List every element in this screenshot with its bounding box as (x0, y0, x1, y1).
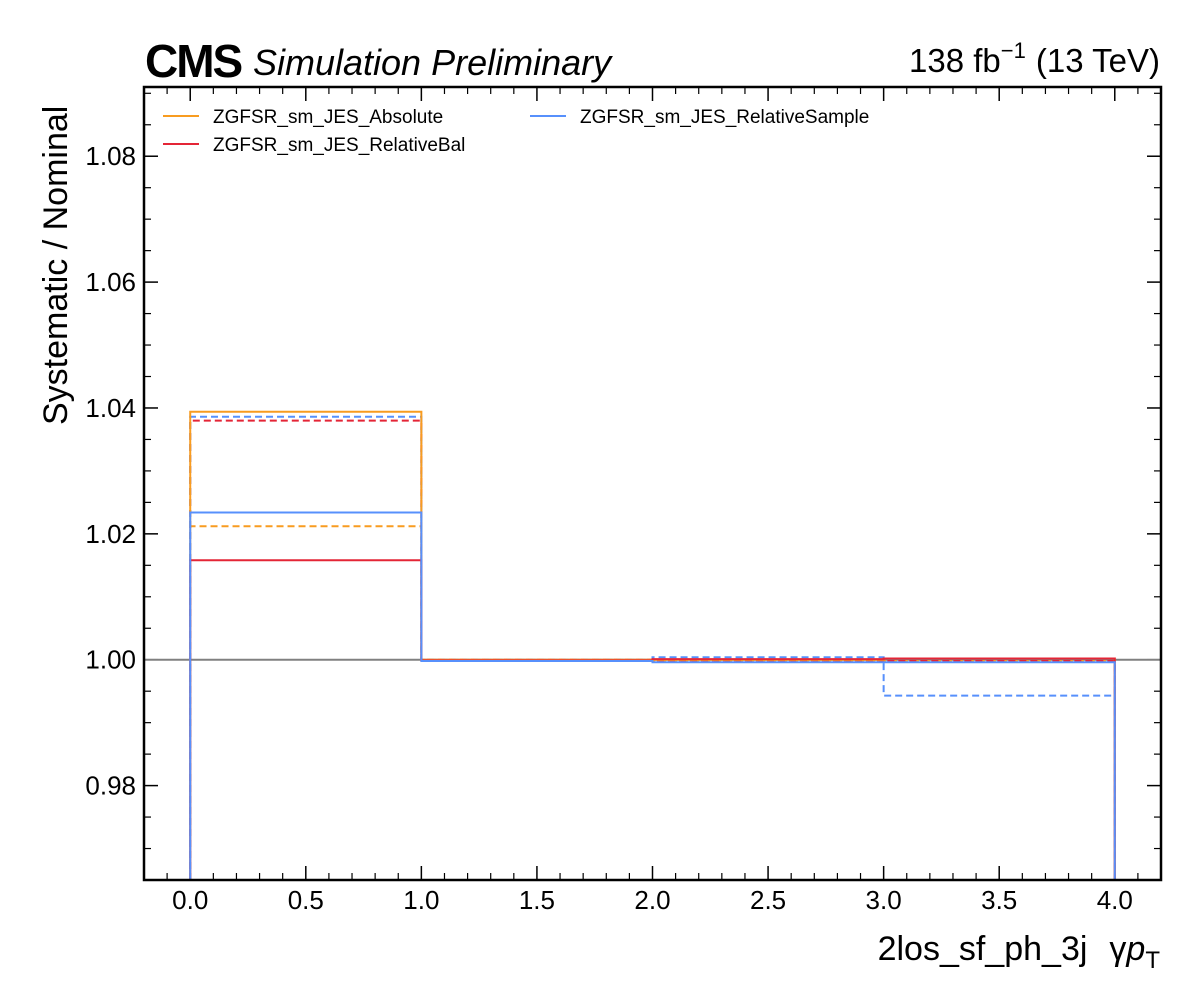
x-tick-label: 1.5 (519, 885, 555, 915)
x-axis-label-main: 2los_sf_ph_3j (878, 930, 1088, 968)
x-tick-labels: 0.0 0.5 1.0 1.5 2.0 2.5 3.0 3.5 4.0 (172, 885, 1133, 915)
major-ticks (144, 87, 1161, 880)
series-line-up (189, 410, 1116, 880)
y-tick-label: 1.08 (85, 141, 136, 171)
y-tick-label: 1.06 (85, 267, 136, 297)
legend-label: ZGFSR_sm_JES_RelativeSample (580, 107, 869, 128)
x-tick-label: 0.0 (172, 885, 208, 915)
lumi-label: 138 fb−1 (13 TeV) (909, 38, 1160, 79)
minor-ticks (143, 87, 1162, 881)
x-axis-label: 2los_sf_ph_3j γpT (878, 930, 1161, 974)
lumi-value: 138 fb (909, 42, 1001, 79)
energy-label: (13 TeV) (1036, 42, 1160, 79)
x-axis-label-sub: T (1145, 947, 1160, 974)
y-tick-label: 0.98 (85, 771, 136, 801)
status-label: Simulation Preliminary (253, 42, 613, 83)
y-tick-label: 1.02 (85, 519, 136, 549)
y-tick-label: 1.04 (85, 393, 136, 423)
x-tick-label: 0.5 (288, 885, 324, 915)
experiment-label: CMS (145, 35, 242, 87)
legend-label: ZGFSR_sm_JES_Absolute (213, 107, 443, 128)
y-tick-labels: 0.98 1.00 1.02 1.04 1.06 1.08 (85, 141, 136, 800)
legend-label: ZGFSR_sm_JES_RelativeBal (213, 135, 465, 156)
y-tick-label: 1.00 (85, 645, 136, 675)
series-line-down (189, 419, 1116, 880)
series-line-down (189, 525, 1116, 880)
y-axis-label: Systematic / Nominal (37, 106, 75, 425)
x-tick-label: 3.0 (866, 885, 902, 915)
x-axis-label-gamma: γ (1109, 930, 1126, 968)
x-axis-label-p: p (1125, 930, 1145, 968)
series-line-up (189, 559, 1116, 880)
lumi-exponent: −1 (1001, 38, 1026, 63)
series-line-up (189, 511, 1116, 880)
x-tick-label: 2.0 (634, 885, 670, 915)
x-tick-label: 4.0 (1097, 885, 1133, 915)
x-tick-label: 1.0 (403, 885, 439, 915)
x-tick-label: 3.5 (981, 885, 1017, 915)
plot-frame (142, 85, 1163, 882)
series-line-down (189, 415, 1116, 880)
series-layer (189, 410, 1116, 880)
legend: ZGFSR_sm_JES_Absolute ZGFSR_sm_JES_Relati… (163, 107, 869, 156)
x-tick-label: 2.5 (750, 885, 786, 915)
